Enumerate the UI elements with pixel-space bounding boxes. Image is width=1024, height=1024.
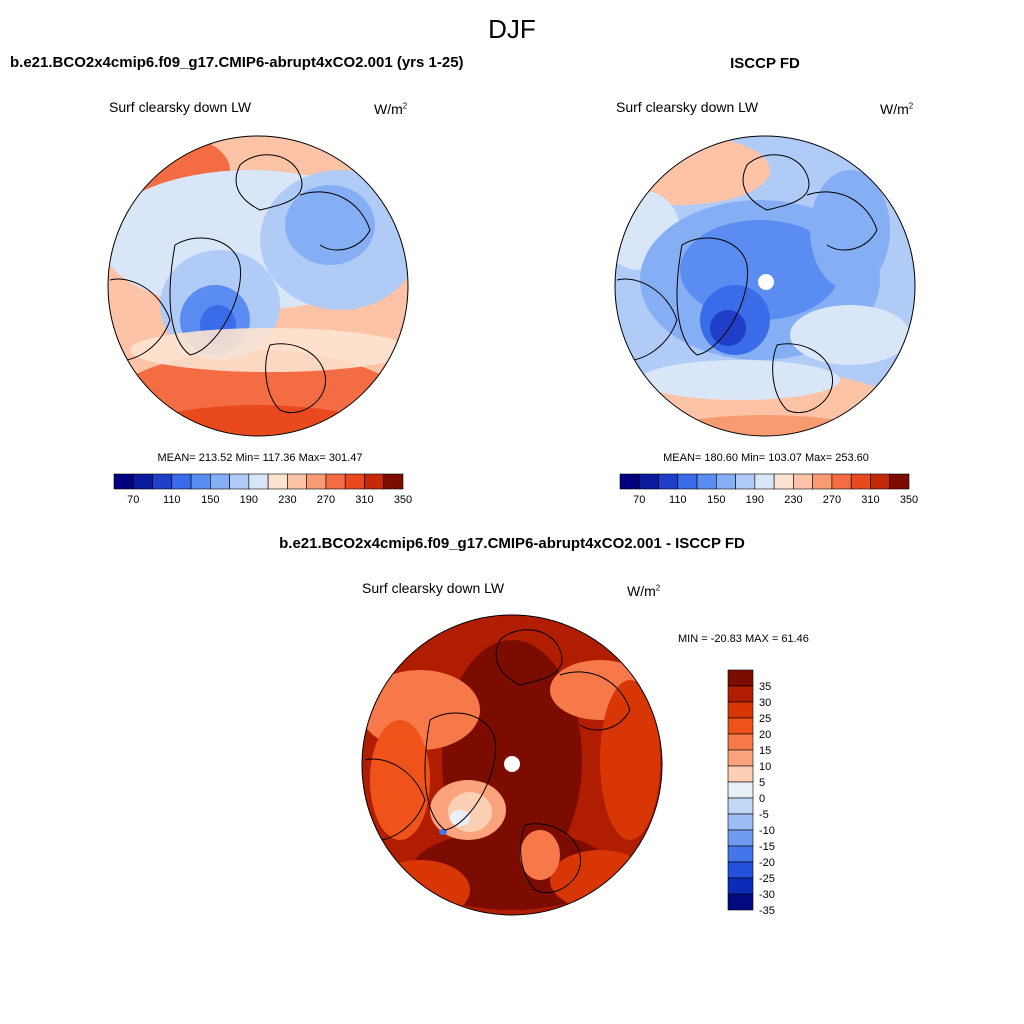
diff-colorbar-swatch [727, 813, 754, 831]
obs-colorbar-swatch [870, 473, 891, 490]
model-colorbar-swatch [325, 473, 346, 490]
model-colorbar-tick-label: 190 [240, 494, 258, 506]
obs-map [615, 136, 915, 436]
model-colorbar-swatch [364, 473, 385, 490]
obs-colorbar-swatch [812, 473, 833, 490]
model-colorbar: 70 110 150 190 230 270 310 350 [113, 473, 412, 506]
diff-colorbar-swatch [727, 797, 754, 815]
model-colorbar-tick-label: 70 [127, 494, 139, 506]
model-colorbar-tick-label: 350 [394, 494, 412, 506]
obs-panel-title: ISCCP FD [730, 55, 800, 72]
model-panel-title: b.e21.BCO2x4cmip6.f09_g17.CMIP6-abrupt4x… [10, 54, 464, 71]
diff-colorbar-tick-label: 25 [759, 713, 771, 725]
obs-colorbar-tick-label: 310 [861, 494, 879, 506]
diff-colorbar-tick-label: -30 [759, 889, 775, 901]
diff-colorbar-tick-label: -25 [759, 873, 775, 885]
model-colorbar-swatch [113, 473, 134, 490]
obs-colorbar-tick-label: 110 [669, 494, 687, 506]
diff-stats: MIN = -20.83 MAX = 61.46 [678, 633, 809, 645]
diff-colorbar-tick-label: 5 [759, 777, 765, 789]
model-colorbar-tick-label: 150 [201, 494, 219, 506]
model-colorbar-tick-label: 270 [317, 494, 335, 506]
obs-colorbar-swatch [696, 473, 717, 490]
obs-colorbar-tick-label: 270 [823, 494, 841, 506]
diff-colorbar-swatch [727, 733, 754, 751]
model-units-label: W/m2 [374, 101, 408, 117]
diff-colorbar-swatch [727, 765, 754, 783]
figure-title: DJF [488, 14, 536, 44]
diff-colorbar-swatch [727, 717, 754, 735]
diff-colorbar-tick-label: -15 [759, 841, 775, 853]
diff-colorbar-swatch [727, 781, 754, 799]
model-colorbar-swatch [344, 473, 365, 490]
obs-colorbar-tick-label: 230 [784, 494, 802, 506]
diff-colorbar-tick-label: 30 [759, 697, 771, 709]
obs-colorbar-swatch [716, 473, 736, 490]
obs-colorbar-swatch [773, 473, 794, 490]
diff-colorbar-swatch [727, 877, 754, 895]
diff-colorbar-swatch [727, 669, 754, 687]
diff-colorbar-swatch [727, 749, 754, 767]
diff-colorbar-tick-label: -20 [759, 857, 775, 869]
model-colorbar-swatch [267, 473, 288, 490]
diff-colorbar-tick-label: 20 [759, 729, 771, 741]
diff-colorbar-swatch [727, 701, 754, 719]
diff-colorbar-tick-label: 10 [759, 761, 771, 773]
model-colorbar-tick-label: 310 [355, 494, 373, 506]
model-colorbar-tick-label: 230 [278, 494, 296, 506]
diff-colorbar-tick-label: -35 [759, 905, 775, 917]
diff-colorbar-tick-label: -10 [759, 825, 775, 837]
obs-colorbar-swatch [658, 473, 679, 490]
obs-colorbar-swatch [735, 473, 756, 490]
model-colorbar-swatch [383, 473, 404, 490]
obs-colorbar-tick-label: 350 [900, 494, 918, 506]
obs-colorbar-swatch [850, 473, 871, 490]
obs-units-label: W/m2 [880, 101, 914, 117]
model-colorbar-swatch [248, 473, 269, 490]
diff-colorbar-tick-label: 0 [759, 793, 765, 805]
diff-colorbar-swatch [727, 829, 754, 847]
diff-colorbar-swatch [727, 861, 754, 879]
model-colorbar-swatch [132, 473, 153, 490]
obs-colorbar-swatch [677, 473, 698, 490]
model-colorbar-swatch [287, 473, 307, 490]
model-colorbar-swatch [152, 473, 173, 490]
diff-colorbar-swatch [727, 685, 754, 703]
model-colorbar-swatch [229, 473, 250, 490]
diff-units-label: W/m2 [627, 583, 661, 599]
diff-map [362, 615, 662, 915]
model-colorbar-swatch [171, 473, 192, 490]
obs-colorbar-swatch [831, 473, 852, 490]
obs-colorbar-swatch [638, 473, 659, 490]
model-colorbar-swatch [190, 473, 211, 490]
model-stats: MEAN= 213.52 Min= 117.36 Max= 301.47 [157, 452, 363, 464]
obs-colorbar-tick-label: 70 [633, 494, 645, 506]
diff-colorbar: 35 30 25 20 15 10 5 0 -5 -10 -15 -20 -25 -30 -35 [727, 669, 775, 917]
obs-colorbar: 70 110 150 190 230 270 310 350 [619, 473, 918, 506]
obs-colorbar-swatch [889, 473, 910, 490]
model-colorbar-tick-label: 110 [163, 494, 181, 506]
model-colorbar-swatch [306, 473, 327, 490]
obs-colorbar-tick-label: 190 [746, 494, 764, 506]
diff-colorbar-tick-label: 35 [759, 681, 771, 693]
model-variable-label: Surf clearsky down LW [109, 99, 252, 115]
diff-variable-label: Surf clearsky down LW [362, 580, 505, 596]
obs-colorbar-swatch [754, 473, 775, 490]
model-colorbar-swatch [210, 473, 230, 490]
obs-colorbar-swatch [793, 473, 813, 490]
diff-colorbar-tick-label: -5 [759, 809, 769, 821]
diff-colorbar-swatch [727, 893, 754, 911]
diff-panel-title: b.e21.BCO2x4cmip6.f09_g17.CMIP6-abrupt4x… [279, 535, 745, 552]
obs-variable-label: Surf clearsky down LW [616, 99, 759, 115]
obs-stats: MEAN= 180.60 Min= 103.07 Max= 253.60 [663, 452, 869, 464]
obs-colorbar-tick-label: 150 [707, 494, 725, 506]
obs-colorbar-swatch [619, 473, 640, 490]
diff-colorbar-swatch [727, 845, 754, 863]
diff-colorbar-tick-label: 15 [759, 745, 771, 757]
